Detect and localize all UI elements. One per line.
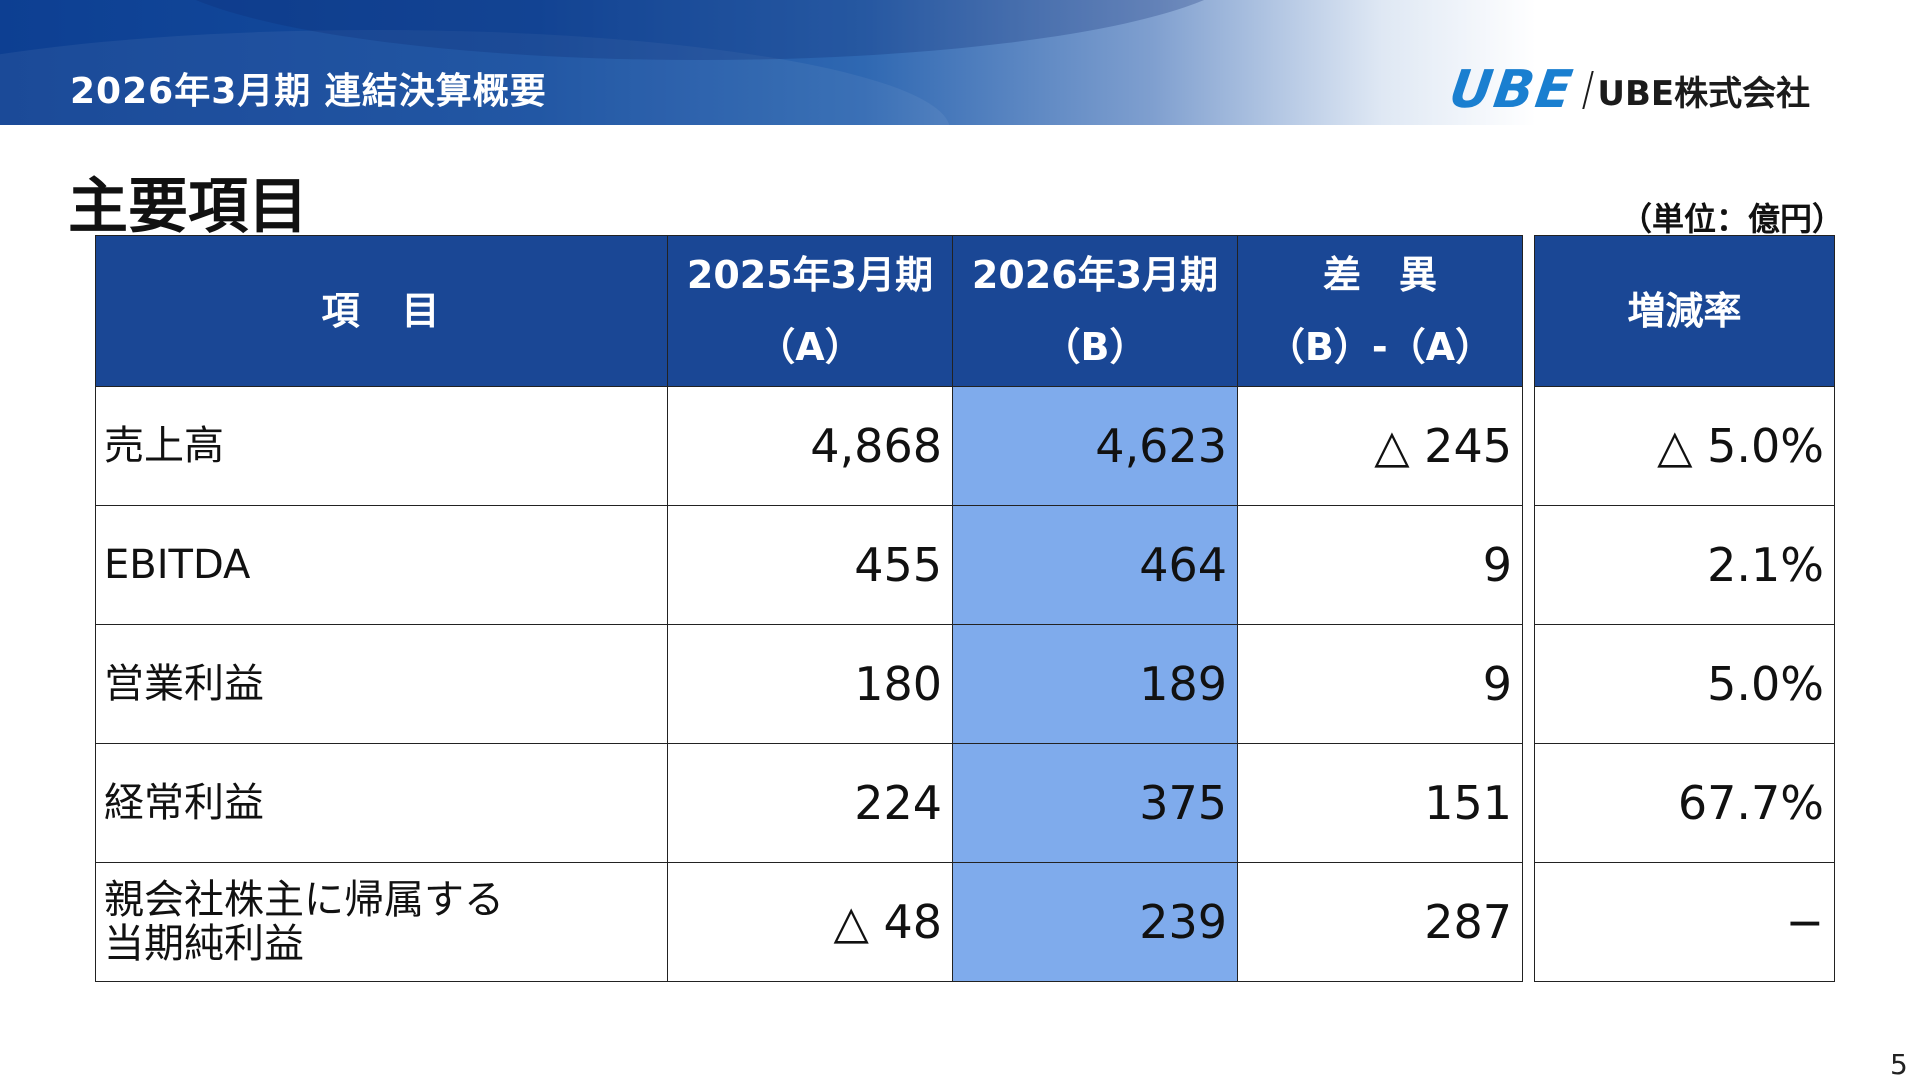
table-row: 5.0% [1534,624,1835,744]
cell-fy2026: 4,623 [952,386,1238,506]
table-row: 67.7% [1534,743,1835,863]
table-row: − [1534,862,1835,982]
row-label: 売上高 [95,386,668,506]
cell-change-rate: − [1534,862,1835,982]
row-label: EBITDA [95,505,668,625]
cell-change-rate: 67.7% [1534,743,1835,863]
cell-fy2026: 189 [952,624,1238,744]
cell-fy2025: 180 [667,624,953,744]
table-header-row: 項 目 2025年3月期 （A） 2026年3月期 （B） 差 異 （B）-（A… [95,235,1523,387]
unit-label: （単位：億円） [1620,200,1845,238]
cell-difference: 287 [1237,862,1523,982]
cell-difference: 9 [1237,505,1523,625]
table-row: 2.1% [1534,505,1835,625]
change-rate-table: 増減率 △ 5.0% 2.1% 5.0% 67.7% − [1534,235,1835,982]
cell-difference: △ 245 [1237,386,1523,506]
logo-mark: UBE [1445,60,1578,120]
header-title: 2026年3月期 連結決算概要 [70,71,547,112]
cell-fy2026: 239 [952,862,1238,982]
table-row: 経常利益 224 375 151 [95,743,1523,863]
column-header-item: 項 目 [95,235,668,387]
table-row: △ 5.0% [1534,386,1835,506]
cell-fy2025: △ 48 [667,862,953,982]
page-title: 主要項目 [68,172,308,242]
logo-separator [1582,71,1595,109]
column-header-fy2026: 2026年3月期 （B） [952,235,1238,387]
table-row: EBITDA 455 464 9 [95,505,1523,625]
cell-fy2025: 4,868 [667,386,953,506]
column-header-difference: 差 異 （B）-（A） [1237,235,1523,387]
row-label: 親会社株主に帰属する 当期純利益 [95,862,668,982]
cell-fy2025: 455 [667,505,953,625]
page-number: 5 [1890,1048,1908,1081]
cell-change-rate: △ 5.0% [1534,386,1835,506]
table-row: 営業利益 180 189 9 [95,624,1523,744]
cell-fy2026: 464 [952,505,1238,625]
row-label: 経常利益 [95,743,668,863]
cell-fy2026: 375 [952,743,1238,863]
cell-fy2025: 224 [667,743,953,863]
table-row: 売上高 4,868 4,623 △ 245 [95,386,1523,506]
header-banner: 2026年3月期 連結決算概要 UBE UBE株式会社 [0,0,1920,125]
column-header-fy2025: 2025年3月期 （A） [667,235,953,387]
row-label: 営業利益 [95,624,668,744]
key-items-table: 項 目 2025年3月期 （A） 2026年3月期 （B） 差 異 （B）-（A… [95,235,1523,982]
cell-change-rate: 2.1% [1534,505,1835,625]
table-row: 親会社株主に帰属する 当期純利益 △ 48 239 287 [95,862,1523,982]
company-logo: UBE UBE株式会社 [1446,60,1811,120]
table-header-row: 増減率 [1534,235,1835,387]
cell-change-rate: 5.0% [1534,624,1835,744]
column-header-change-rate: 増減率 [1534,235,1835,387]
cell-difference: 9 [1237,624,1523,744]
logo-company-name: UBE株式会社 [1597,73,1811,114]
cell-difference: 151 [1237,743,1523,863]
